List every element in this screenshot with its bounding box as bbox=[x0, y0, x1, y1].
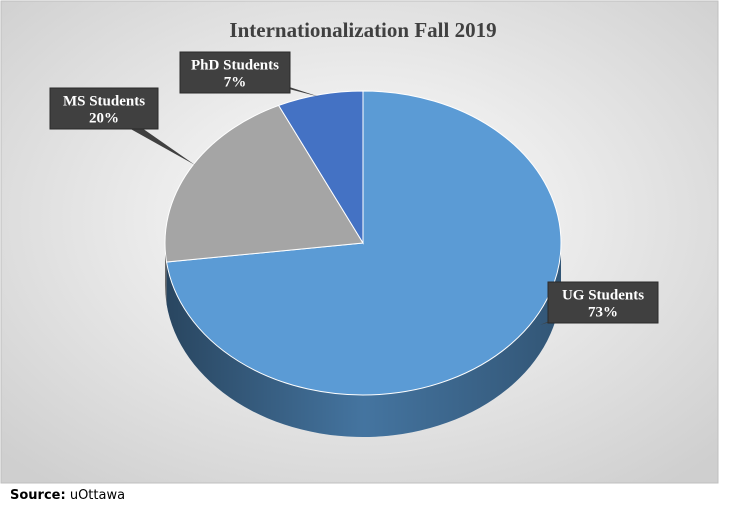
chart-title: Internationalization Fall 2019 bbox=[229, 18, 496, 42]
source-note: Source: uOttawa bbox=[10, 488, 125, 503]
slice bbox=[277, 90, 364, 245]
slice-side-shade bbox=[166, 243, 562, 437]
slice-side-shade bbox=[165, 243, 167, 305]
callout-value: 73% bbox=[588, 304, 618, 320]
callout-value: 7% bbox=[224, 74, 247, 90]
callout-value: 20% bbox=[89, 110, 119, 126]
callout-box bbox=[49, 87, 159, 130]
callout-name: UG Students bbox=[562, 287, 644, 303]
source-label: Source: bbox=[10, 488, 66, 503]
source-text: uOttawa bbox=[70, 488, 125, 503]
pie bbox=[164, 90, 562, 437]
callout-box bbox=[179, 51, 291, 94]
slice bbox=[165, 90, 562, 396]
slice bbox=[164, 104, 364, 263]
callout-box bbox=[547, 281, 659, 324]
callout-name: MS Students bbox=[63, 93, 145, 109]
callout-name: PhD Students bbox=[191, 57, 279, 73]
